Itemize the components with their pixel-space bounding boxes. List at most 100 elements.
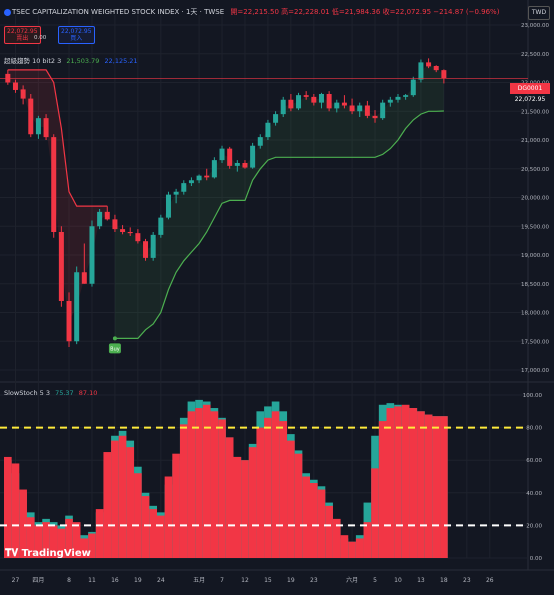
candle-body — [173, 191, 179, 195]
price-tick-label: 19,000.00 — [521, 253, 549, 259]
sell-button[interactable]: 22,072.95 賣出 — [4, 26, 41, 44]
candle-body — [326, 94, 332, 109]
stoch-k-bar — [72, 522, 81, 558]
stoch-k-bar — [340, 535, 349, 558]
candle-body — [66, 301, 72, 342]
stoch-tick-label: 100.00 — [523, 393, 543, 399]
time-tick-label: 26 — [486, 577, 494, 584]
candle-body — [81, 272, 87, 284]
candle-body — [250, 145, 256, 168]
stoch-k-bar — [134, 473, 142, 558]
supertrend-fill — [7, 64, 444, 339]
candle-body — [97, 211, 103, 227]
stoch-tick-label: 60.00 — [526, 458, 542, 464]
price-tick-label: 23,000.00 — [521, 23, 549, 29]
indicator-name: 超級趨勢 10 bit2 3 — [4, 57, 62, 65]
buy-signal-label: Buy — [110, 346, 120, 352]
candle-body — [418, 62, 424, 80]
header-row: TSEC CAPITALIZATION WEIGHTED STOCK INDEX… — [12, 8, 499, 17]
time-tick-label: 16 — [111, 577, 119, 584]
stoch-k-bar — [126, 447, 135, 558]
time-tick-label: 7 — [220, 577, 224, 584]
ohlc-readout: 開=22,215.50 高=22,228.01 低=21,984.36 收=22… — [230, 8, 500, 16]
stoch-k-bar — [42, 522, 50, 558]
stoch-k-bar — [325, 505, 333, 558]
stoch-k-bar — [424, 414, 433, 558]
stoch-k-bar — [34, 525, 43, 558]
time-axis[interactable]: 27 四月 8 11 16 19 24 五月 7 12 15 19 23 六月 5 10 13 18 23 26 — [12, 576, 494, 584]
brand-name: TradingView — [21, 548, 91, 559]
candle-body — [410, 79, 416, 96]
stoch-k-bar — [172, 453, 180, 558]
time-tick-label: 27 — [12, 577, 20, 584]
stoch-tick-label: 20.00 — [526, 523, 542, 529]
candle-body — [135, 233, 141, 242]
price-tick-label: 17,000.00 — [521, 368, 549, 374]
price-tick-label: 18,500.00 — [521, 282, 549, 288]
candle-body — [357, 105, 363, 112]
candle-body — [20, 89, 26, 99]
candle-body — [74, 272, 80, 342]
stoch-k-bar — [225, 437, 234, 558]
candle-body — [303, 95, 309, 97]
candle-body — [433, 65, 439, 71]
stoch-axis[interactable]: 100.00 80.00 60.00 40.00 20.00 0.00 — [523, 393, 543, 562]
symbol-title[interactable]: TSEC CAPITALIZATION WEIGHTED STOCK INDEX… — [12, 8, 225, 16]
time-tick-label: 19 — [287, 577, 295, 584]
buy-signal-dot — [112, 336, 117, 341]
candle-body — [242, 163, 248, 168]
currency-button[interactable]: TWD — [528, 6, 550, 20]
price-tick-label: 21,000.00 — [521, 138, 549, 144]
supertrend-up-line — [114, 110, 444, 339]
last-price-tag: DG0001 22,072.95 — [510, 83, 550, 103]
stoch-k-bar — [294, 453, 303, 558]
stoch-k-bar — [432, 416, 441, 558]
stoch-k-bar — [88, 533, 96, 558]
candle-body — [387, 99, 393, 103]
candle-body — [89, 226, 95, 284]
stoch-k-bar — [95, 509, 104, 558]
time-tick-label: 19 — [134, 577, 142, 584]
stoch-k-bar — [401, 404, 410, 558]
buy-button[interactable]: 22,072.95 買入 — [58, 26, 95, 44]
indicator-legend[interactable]: 超級趨勢 10 bit2 3 21,503.79 22,125.21 — [4, 57, 138, 66]
candle-body — [158, 217, 164, 235]
candle-body — [12, 82, 18, 90]
stoch-k-bar — [164, 476, 173, 558]
price-tick-label: 22,500.00 — [521, 52, 549, 58]
stoch-k-bar — [264, 417, 272, 558]
candle-body — [112, 219, 118, 230]
candle-body — [311, 96, 317, 103]
time-tick-label: 24 — [157, 577, 165, 584]
time-tick-label: 11 — [88, 577, 96, 584]
candles — [5, 58, 447, 347]
time-tick-label: 五月 — [193, 577, 205, 584]
time-tick-label: 六月 — [346, 576, 358, 584]
stoch-k-bar — [302, 476, 310, 558]
stoch-k-bar — [378, 421, 387, 558]
candle-body — [150, 234, 156, 258]
price-axis[interactable]: 23,000.0022,500.0022,000.0021,500.0021,0… — [521, 23, 549, 374]
stoch-k-bar — [233, 456, 242, 558]
buy-signal-marker: Buy — [108, 336, 121, 354]
stoch-k-bar — [363, 522, 372, 558]
oscillator-legend[interactable]: SlowStoch 5 3 75.37 87.10 — [4, 389, 97, 398]
stoch-k-bar — [440, 416, 448, 558]
price-tag-value: 22,072.95 — [514, 96, 546, 103]
stoch-k-bar — [141, 496, 150, 558]
stoch-k-bar — [179, 424, 188, 558]
candle-body — [211, 160, 217, 178]
candle-body — [426, 62, 432, 67]
candle-body — [364, 105, 370, 116]
candle-body — [257, 137, 263, 146]
time-tick-label: 23 — [310, 577, 318, 584]
indicator-value-1: 21,503.79 — [66, 57, 100, 65]
time-tick-label: 12 — [241, 577, 249, 584]
stoch-k-bar — [103, 452, 112, 558]
candle-body — [165, 194, 171, 218]
stoch-k-bar — [248, 447, 257, 558]
candle-body — [234, 163, 240, 166]
candle-body — [143, 241, 149, 258]
